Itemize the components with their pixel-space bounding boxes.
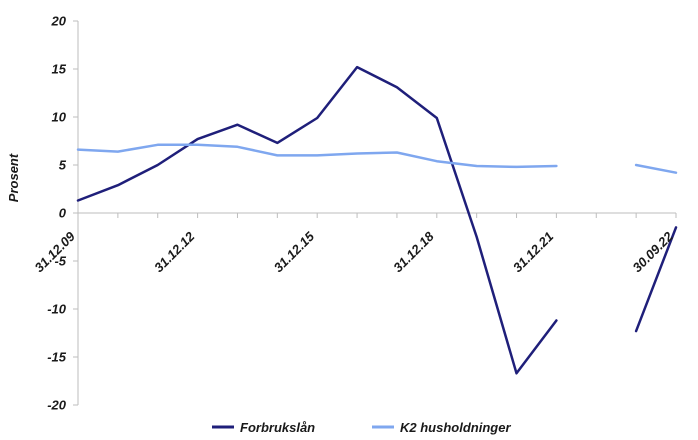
y-tick-label: 15: [52, 62, 67, 77]
legend: Forbrukslån K2 husholdninger: [212, 420, 511, 435]
series-line-1: [76, 65, 678, 375]
y-tick-label: -10: [47, 302, 67, 317]
y-tick-label: 10: [52, 110, 67, 125]
x-axis: [77, 212, 677, 218]
y-tick-label: 20: [51, 14, 67, 29]
y-axis: -20 -15 -10 -5 0 5 10 15 20: [47, 14, 79, 413]
y-tick-label: -5: [54, 254, 66, 269]
x-tick-label: 30.09.22: [630, 228, 677, 275]
legend-label-2: K2 husholdninger: [400, 420, 511, 435]
x-tick-label: 31.12.15: [271, 228, 318, 275]
series-lines: [76, 65, 678, 375]
y-tick-label: 5: [59, 158, 67, 173]
legend-label-1: Forbrukslån: [240, 420, 315, 435]
y-tick-label: 0: [59, 206, 67, 221]
y-tick-label: -20: [47, 398, 67, 413]
series-line-2: [76, 143, 678, 174]
y-axis-label: Prosent: [6, 153, 21, 202]
x-tick-label: 31.12.12: [151, 228, 198, 275]
x-tick-label: 31.12.21: [510, 229, 556, 275]
x-tick-label: 31.12.18: [390, 228, 437, 275]
x-tick-labels: 31.12.09 31.12.12 31.12.15 31.12.18 31.12.21…: [32, 228, 677, 275]
y-tick-label: -15: [47, 350, 67, 365]
